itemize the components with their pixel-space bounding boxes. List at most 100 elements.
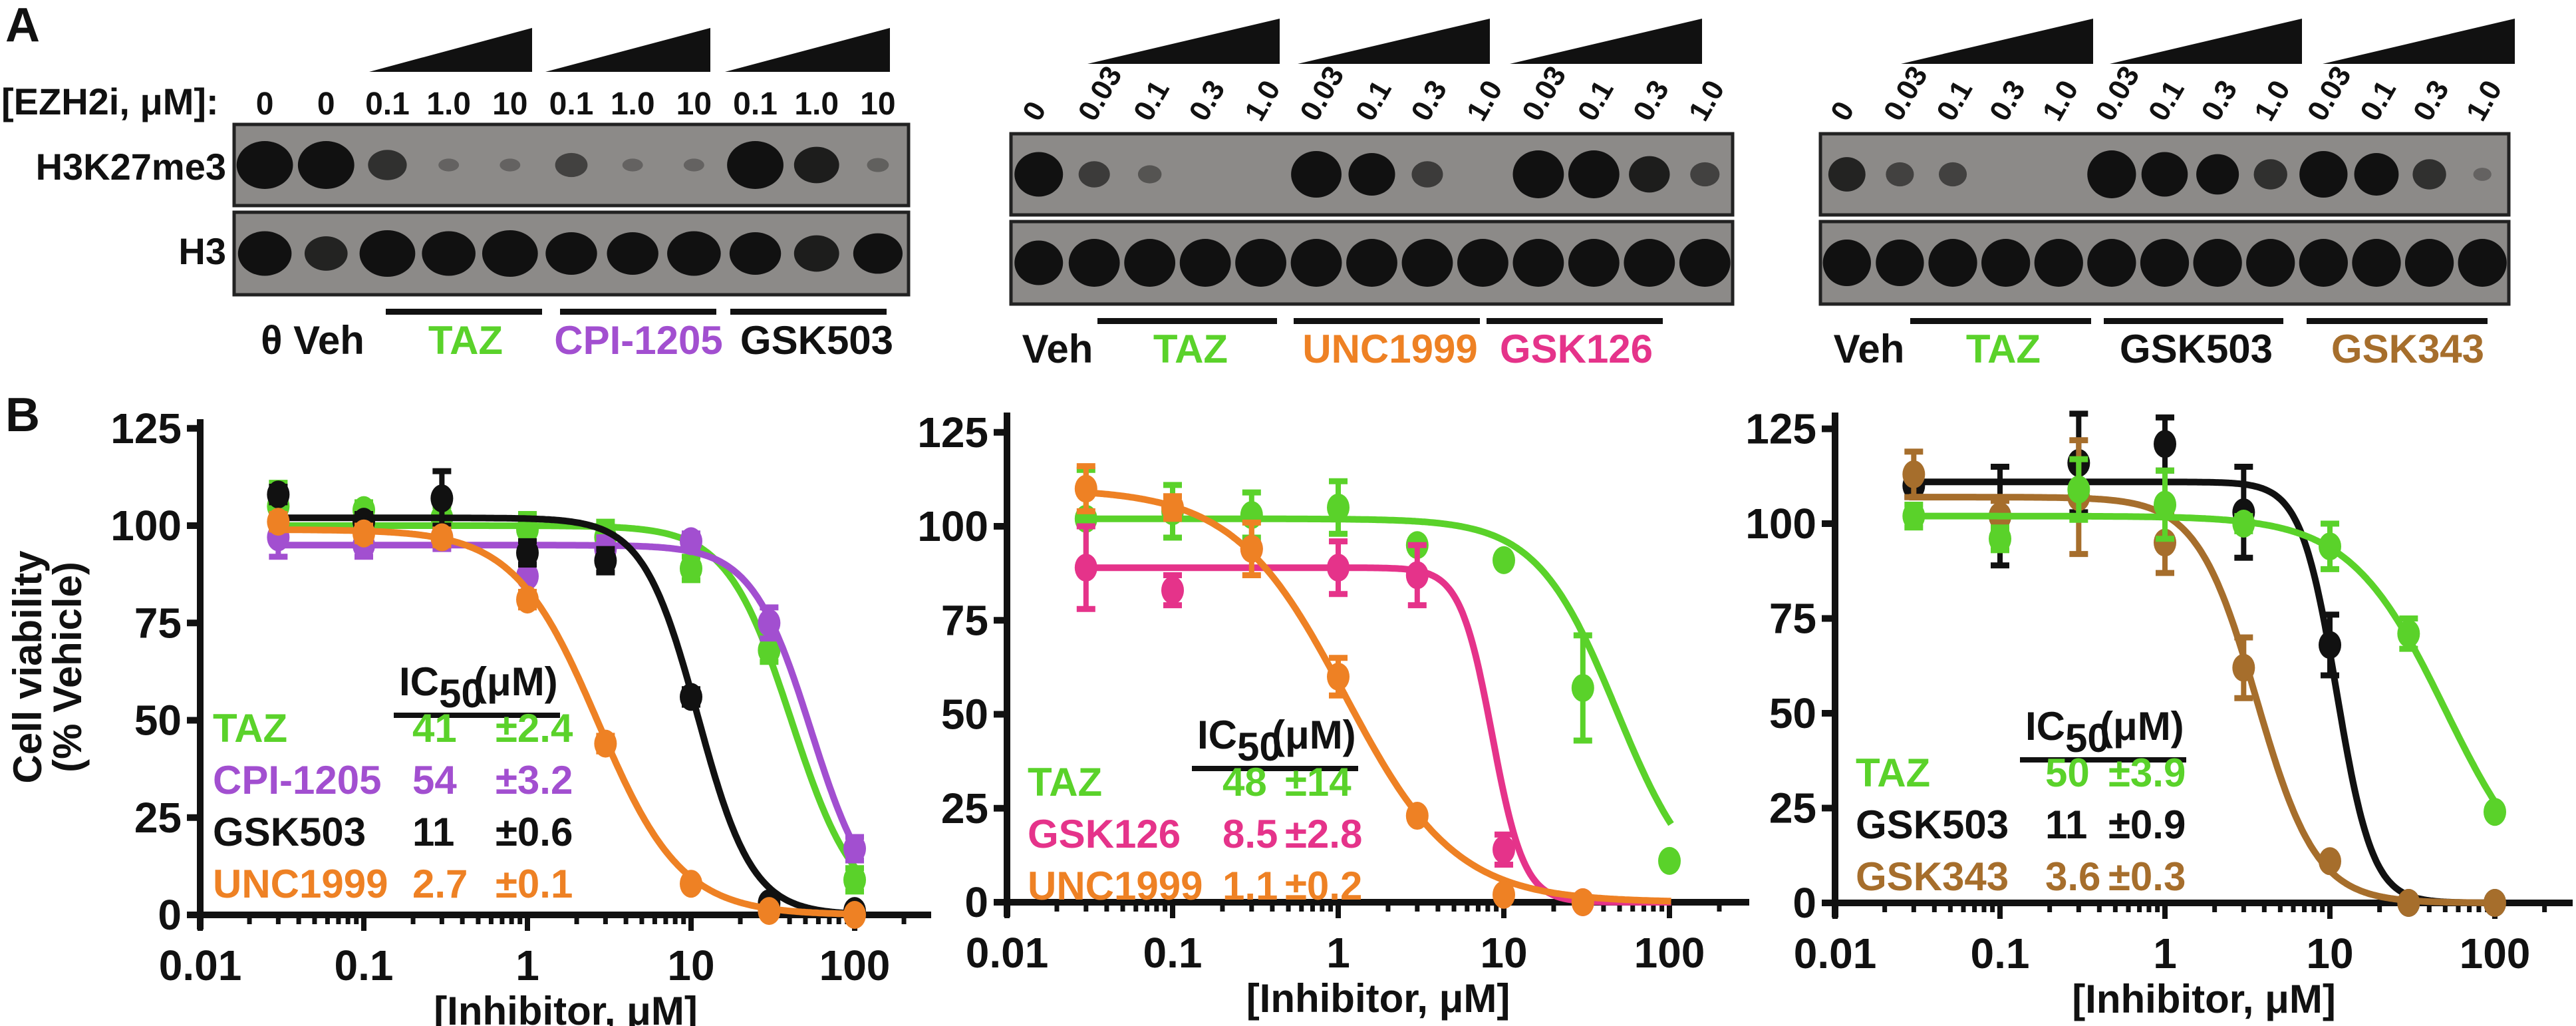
protein-band [555, 152, 588, 178]
protein-band [683, 158, 704, 172]
y-tick-label: 0 [1792, 879, 1816, 927]
data-point [430, 523, 454, 552]
protein-band [1568, 239, 1620, 287]
protein-band [1512, 239, 1564, 287]
dose-wedge-icon [369, 28, 532, 72]
protein-band [359, 230, 416, 277]
x-axis-label: [Inhibitor, μM] [2072, 977, 2336, 1021]
lane-label: 1.0 [794, 86, 839, 122]
x-tick-label: 10 [1480, 929, 1527, 977]
data-point [1327, 663, 1350, 691]
legend-ic50-value: 8.5 [1222, 812, 1278, 856]
x-tick-label: 0.1 [1971, 930, 2030, 977]
dose-response-chart-3: 0 25 50 75 100 125 0.01 0.1 1 10 100 [Inhibitor, μM… [1745, 405, 2573, 1021]
lane-label: 0.1 [733, 86, 778, 122]
data-point [843, 834, 866, 863]
protein-band [2034, 239, 2083, 287]
data-point [594, 729, 617, 758]
protein-band [1411, 161, 1443, 188]
lane-label: 0.03 [1516, 61, 1572, 126]
y-tick-label: 0 [964, 878, 988, 926]
x-tick-label: 1 [2153, 930, 2177, 977]
group-label-taz: TAZ [1966, 327, 2041, 371]
group-label-gsk503: GSK503 [2120, 327, 2273, 371]
group-label-taz: TAZ [1153, 327, 1228, 371]
x-tick-label: 100 [2460, 930, 2531, 977]
protein-band [2246, 239, 2295, 287]
protein-band [1014, 152, 1064, 197]
protein-band [482, 230, 538, 277]
y-tick-label: 25 [1769, 784, 1816, 832]
data-point [1493, 880, 1515, 909]
legend-ic50-value: 3.6 [2045, 854, 2100, 899]
legend-ic50-value: 54 [412, 758, 457, 802]
group-label-gsk343: GSK343 [2331, 327, 2484, 371]
x-axis-label: [Inhibitor, μM] [1246, 976, 1510, 1021]
lane-label: 0 [256, 86, 274, 122]
data-point [1571, 673, 1594, 702]
data-point [758, 636, 781, 665]
svg-text:50: 50 [1237, 725, 1282, 769]
y-tick-label: 25 [941, 784, 988, 832]
y-axis-label-unit: (% Vehicle) [45, 562, 90, 772]
data-point [1493, 835, 1515, 864]
y-axis-label: Cell viability [5, 550, 50, 784]
svg-text:50: 50 [439, 671, 484, 716]
data-point [1327, 493, 1350, 522]
data-point [1658, 846, 1681, 875]
protein-band [1512, 150, 1564, 198]
panel-label-a: A [5, 0, 40, 52]
lane-label: 0.03 [2089, 61, 2146, 126]
group-label-gsk503: GSK503 [740, 318, 893, 363]
protein-band [1457, 239, 1508, 287]
legend-ic50-error: ±0.1 [496, 862, 573, 906]
protein-band [622, 158, 643, 172]
protein-band [2352, 239, 2401, 287]
x-tick-label: 100 [1634, 929, 1705, 977]
legend-ic50-value: 41 [412, 706, 457, 751]
lane-label: 1.0 [1238, 75, 1287, 126]
protein-band [2087, 150, 2136, 198]
lane-label: 0.03 [1878, 61, 1934, 126]
group-label--veh: θ Veh [261, 318, 364, 363]
data-point [594, 546, 617, 575]
y-tick-label: 50 [134, 697, 182, 745]
legend-name-taz: TAZ [213, 706, 287, 751]
panel-label-b: B [5, 389, 40, 442]
group-bar [386, 309, 542, 315]
y-tick-label: 125 [917, 409, 988, 456]
legend-ic50-value: 48 [1222, 760, 1267, 804]
x-tick-label: 100 [819, 941, 891, 989]
lane-label: 0.3 [1983, 75, 2032, 126]
lane-label: 0.1 [1127, 75, 1176, 126]
legend-ic50-error: ±3.2 [496, 758, 573, 802]
group-bar [560, 309, 716, 315]
x-tick-label: 0.01 [966, 929, 1049, 977]
ic50-header: IC [2025, 704, 2065, 749]
protein-band [438, 158, 460, 172]
x-tick-label: 0.01 [159, 941, 242, 989]
protein-band [867, 158, 889, 172]
protein-band [1629, 156, 1670, 193]
concentration-label: [EZH2i, μM]: [1, 81, 219, 122]
lane-label: 0.1 [1350, 75, 1398, 126]
y-tick-label: 75 [1769, 595, 1816, 643]
legend-ic50-value: 11 [2045, 802, 2087, 847]
protein-band [2253, 159, 2287, 190]
legend-ic50-value: 1.1 [1222, 864, 1278, 908]
data-point [1161, 576, 1184, 605]
row-label-h3: H3 [178, 230, 226, 272]
data-point [2154, 528, 2176, 557]
legend-name-gsk126: GSK126 [1028, 812, 1181, 856]
legend-name-gsk503: GSK503 [213, 810, 366, 854]
legend-ic50-error: ±0.6 [496, 810, 573, 854]
blot-3: 0 0.030.1 0.3 1.0 0.030.1 0.3 1.0 0.030.1 0.3 1.0… [1818, 19, 2515, 371]
lane-label: 0.3 [1627, 75, 1675, 126]
data-point [680, 527, 702, 556]
data-point [1405, 802, 1429, 830]
protein-band [727, 141, 784, 189]
data-point [2319, 847, 2341, 876]
y-tick-label: 100 [917, 502, 988, 550]
data-point [1571, 888, 1594, 916]
data-point [2397, 619, 2420, 648]
